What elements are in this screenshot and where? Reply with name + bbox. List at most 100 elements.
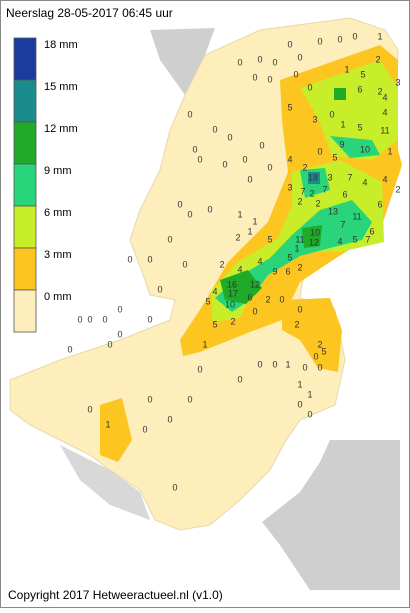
legend-label: 6 mm: [44, 207, 72, 219]
station-value: 0: [317, 362, 322, 372]
station-value: 2: [395, 184, 400, 194]
legend: 18 mm 15 mm 12 mm 9 mm 6 mm 3 mm 0 mm: [13, 37, 78, 333]
rain-3mm: [100, 398, 132, 462]
station-value: 7: [340, 219, 345, 229]
station-value: 1: [377, 31, 382, 41]
station-value: 12: [250, 279, 260, 289]
station-value: 6: [369, 226, 374, 236]
station-value: 0: [67, 344, 72, 354]
station-value: 0: [87, 404, 92, 414]
station-value: 0: [222, 159, 227, 169]
station-value: 5: [287, 102, 292, 112]
station-value: 0: [147, 394, 152, 404]
station-value: 6: [247, 292, 252, 302]
rain-12mm: [220, 270, 262, 304]
station-value: 2: [297, 196, 302, 206]
station-value: 0: [317, 36, 322, 46]
legend-swatch: [13, 289, 37, 333]
station-value: 0: [172, 482, 177, 492]
station-value: 1: [294, 243, 299, 253]
legend-label: 3 mm: [44, 249, 72, 261]
station-value: 0: [297, 304, 302, 314]
station-value: 0: [147, 254, 152, 264]
station-value: 1: [105, 419, 110, 429]
station-value: 0: [207, 204, 212, 214]
station-value: 0: [257, 359, 262, 369]
station-value: 1: [252, 216, 257, 226]
land-gray: [262, 440, 400, 590]
station-value: 4: [362, 177, 367, 187]
station-value: 16: [227, 279, 237, 289]
station-value: 0: [293, 69, 298, 79]
station-value: 2: [235, 232, 240, 242]
station-value: 4: [382, 107, 387, 117]
station-value: 0: [142, 424, 147, 434]
station-value: 11: [352, 211, 361, 221]
station-value: 1: [387, 146, 392, 156]
station-value: 5: [205, 296, 210, 306]
legend-swatch: [13, 79, 37, 123]
station-value: 0: [267, 162, 272, 172]
station-value: 0: [187, 109, 192, 119]
station-value: 0: [272, 359, 277, 369]
station-value: 0: [313, 351, 318, 361]
station-value: 3: [327, 172, 332, 182]
station-value: 0: [272, 57, 277, 67]
copyright: Copyright 2017 Hetweeractueel.nl (v1.0): [8, 588, 223, 602]
station-value: 2: [302, 162, 307, 172]
station-value: 5: [212, 319, 217, 329]
legend-swatch: [13, 205, 37, 249]
station-value: 5: [267, 234, 272, 244]
station-value: 7: [365, 234, 370, 244]
station-value: 0: [337, 34, 342, 44]
station-value: 0: [352, 31, 357, 41]
station-value: 0: [192, 144, 197, 154]
station-value: 1: [202, 339, 207, 349]
station-value: 0: [317, 146, 322, 156]
station-value: 0: [252, 72, 257, 82]
station-value: 1: [285, 359, 290, 369]
rain-3mm: [282, 298, 342, 372]
station-value: 0: [307, 409, 312, 419]
station-value: 4: [337, 236, 342, 246]
station-value: 0: [287, 39, 292, 49]
map-title: Neerslag 28-05-2017 06:45 uur: [6, 6, 173, 20]
station-value: 0: [177, 199, 182, 209]
station-value: 3: [395, 77, 400, 87]
station-value: 1: [297, 379, 302, 389]
station-value: 0: [267, 74, 272, 84]
station-value: 6: [377, 199, 382, 209]
station-value: 2: [377, 86, 382, 96]
station-value: 1: [307, 389, 312, 399]
station-value: 0: [247, 174, 252, 184]
land-gray: [60, 445, 150, 520]
station-value: 2: [230, 316, 235, 326]
station-value: 7: [300, 186, 305, 196]
station-value: 2: [219, 259, 224, 269]
station-value: 0: [259, 140, 264, 150]
station-value: 7: [347, 172, 352, 182]
station-value: 0: [307, 82, 312, 92]
station-value: 2: [375, 54, 380, 64]
station-value: 2: [294, 319, 299, 329]
station-value: 0: [257, 54, 262, 64]
station-value: 0: [167, 414, 172, 424]
station-value: 0: [279, 294, 284, 304]
station-value: 2: [309, 188, 314, 198]
station-value: 5: [321, 346, 326, 356]
station-value: 11: [380, 125, 389, 135]
legend-swatch: [13, 247, 37, 291]
station-value: 0: [107, 339, 112, 349]
station-value: 5: [287, 252, 292, 262]
legend-label: 18 mm: [44, 39, 78, 51]
station-value: 0: [242, 154, 247, 164]
station-value: 0: [167, 234, 172, 244]
station-value: 0: [117, 329, 122, 339]
station-value: 0: [197, 154, 202, 164]
station-value: 12: [309, 237, 319, 247]
station-value: 3: [287, 182, 292, 192]
legend-swatch: [13, 37, 37, 81]
station-value: 3: [312, 114, 317, 124]
